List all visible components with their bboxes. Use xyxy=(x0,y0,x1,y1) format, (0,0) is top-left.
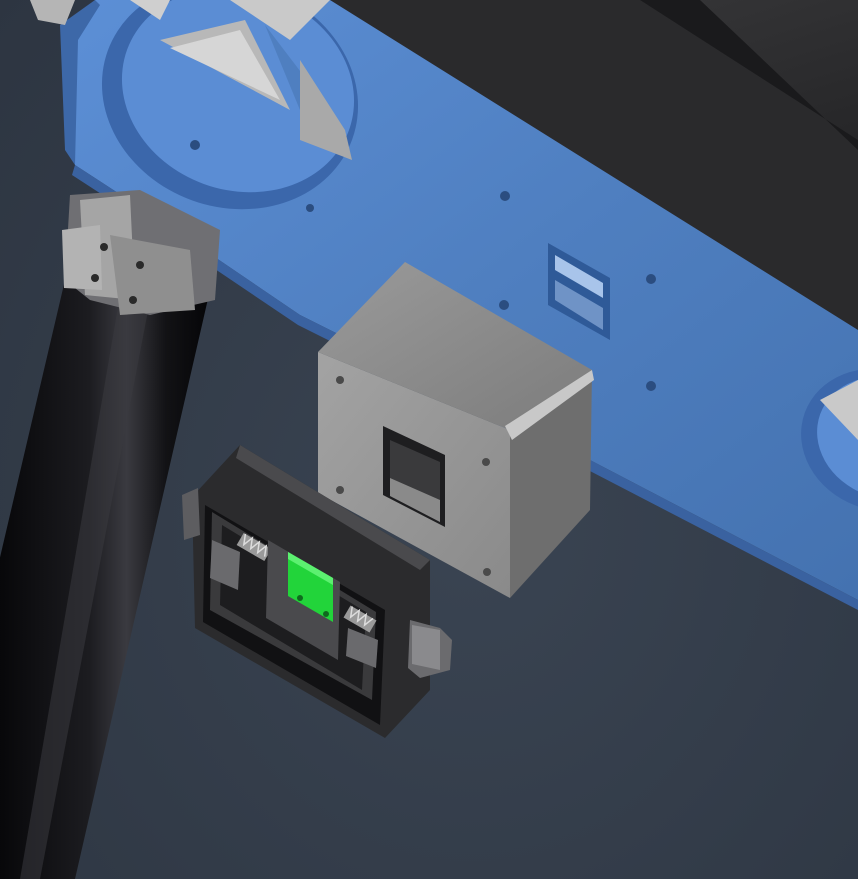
plate-slot xyxy=(548,243,610,340)
screw-hole-icon xyxy=(190,140,200,150)
screw-hole-icon xyxy=(91,274,99,282)
screw-hole-icon xyxy=(297,595,303,601)
green-contact-pad[interactable] xyxy=(288,552,333,622)
screw-hole-icon xyxy=(482,458,490,466)
screw-hole-icon xyxy=(336,486,344,494)
leg-clamp[interactable] xyxy=(30,0,220,315)
screw-hole-icon xyxy=(646,381,656,391)
black-tube[interactable] xyxy=(0,280,210,879)
screw-hole-icon xyxy=(129,296,137,304)
screw-hole-icon xyxy=(136,261,144,269)
plate-cutout xyxy=(101,0,359,212)
side-tab xyxy=(182,488,200,540)
latch-housing[interactable] xyxy=(182,445,452,738)
screw-hole-icon xyxy=(323,611,329,617)
screw-hole-icon xyxy=(646,274,656,284)
spring-icon xyxy=(343,605,377,633)
screw-hole-icon xyxy=(500,191,510,201)
screw-hole-icon xyxy=(483,568,491,576)
screw-hole-icon xyxy=(499,300,509,310)
spring-icon xyxy=(236,532,272,562)
screw-hole-icon xyxy=(336,376,344,384)
screw-hole-icon xyxy=(100,243,108,251)
plate-cutout-right xyxy=(801,368,858,512)
grey-receiver-block[interactable] xyxy=(318,262,594,598)
screw-hole-icon xyxy=(306,204,314,212)
